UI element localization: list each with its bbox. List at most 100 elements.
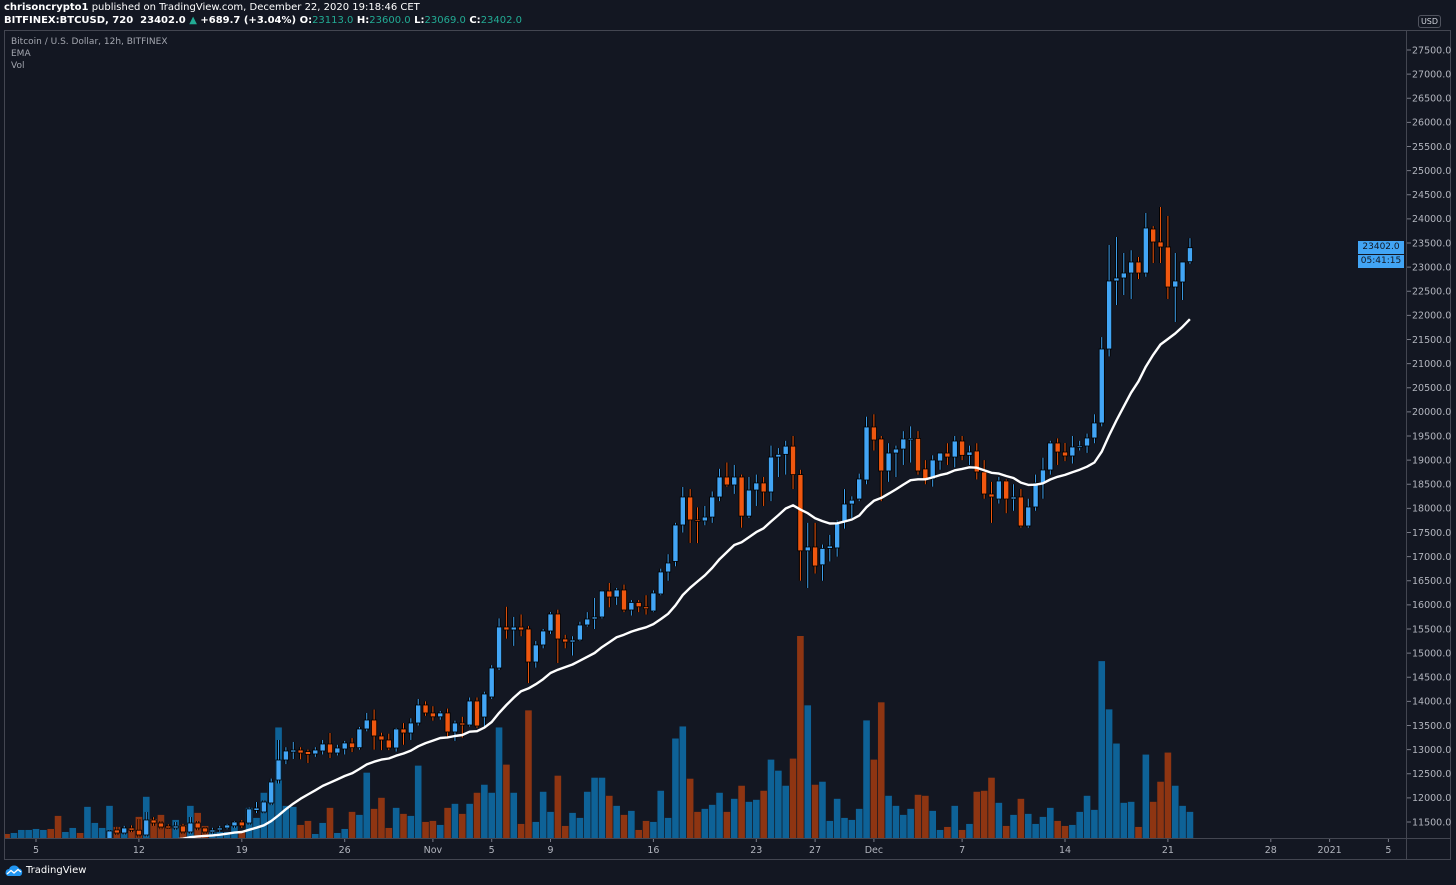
- candle[interactable]: [128, 825, 135, 833]
- candle[interactable]: [995, 477, 1002, 504]
- candle[interactable]: [819, 544, 826, 581]
- candle[interactable]: [701, 505, 708, 526]
- candle[interactable]: [525, 626, 532, 684]
- candle[interactable]: [1017, 489, 1024, 528]
- candle[interactable]: [1069, 436, 1076, 464]
- legend-title[interactable]: Bitcoin / U.S. Dollar, 12h, BITFINEX: [11, 37, 168, 47]
- candle[interactable]: [1164, 215, 1171, 299]
- candle[interactable]: [775, 448, 782, 478]
- candle[interactable]: [687, 489, 694, 543]
- candle[interactable]: [709, 491, 716, 523]
- candle[interactable]: [341, 740, 348, 755]
- candle[interactable]: [349, 738, 356, 753]
- candle[interactable]: [679, 487, 686, 533]
- candle[interactable]: [238, 820, 245, 828]
- candle[interactable]: [900, 431, 907, 465]
- candle[interactable]: [584, 612, 591, 627]
- candle[interactable]: [657, 568, 664, 596]
- candle[interactable]: [870, 414, 877, 451]
- candle[interactable]: [944, 443, 951, 465]
- candle[interactable]: [797, 469, 804, 581]
- candle[interactable]: [1098, 337, 1105, 427]
- candle[interactable]: [1010, 484, 1017, 511]
- candle[interactable]: [231, 821, 238, 828]
- candle[interactable]: [216, 825, 223, 832]
- candle[interactable]: [915, 431, 922, 475]
- candle[interactable]: [510, 616, 517, 646]
- candle[interactable]: [209, 827, 216, 834]
- candle[interactable]: [1047, 440, 1054, 475]
- candle[interactable]: [973, 443, 980, 480]
- candle[interactable]: [848, 496, 855, 519]
- candle[interactable]: [591, 598, 598, 629]
- candle[interactable]: [150, 817, 157, 826]
- candle[interactable]: [547, 612, 554, 634]
- candle[interactable]: [106, 830, 113, 841]
- candle[interactable]: [488, 665, 495, 699]
- candle[interactable]: [643, 595, 650, 615]
- candle[interactable]: [635, 600, 642, 613]
- candle[interactable]: [179, 823, 186, 835]
- candle[interactable]: [753, 474, 760, 506]
- candle[interactable]: [393, 727, 400, 752]
- candle[interactable]: [1113, 237, 1120, 306]
- candle[interactable]: [172, 822, 179, 830]
- candle[interactable]: [562, 634, 569, 649]
- candle[interactable]: [518, 614, 525, 637]
- candle[interactable]: [856, 473, 863, 502]
- candle[interactable]: [253, 801, 260, 813]
- candle[interactable]: [621, 584, 628, 613]
- candle[interactable]: [672, 522, 679, 567]
- candle[interactable]: [1062, 442, 1069, 462]
- candle[interactable]: [246, 807, 253, 825]
- candle[interactable]: [304, 749, 311, 763]
- currency-badge[interactable]: USD: [1418, 15, 1441, 28]
- candle[interactable]: [481, 691, 488, 728]
- candle[interactable]: [650, 590, 657, 613]
- candle[interactable]: [532, 641, 539, 668]
- candle[interactable]: [312, 747, 319, 757]
- candle[interactable]: [576, 621, 583, 642]
- candle[interactable]: [760, 477, 767, 506]
- candle[interactable]: [400, 723, 407, 745]
- candle[interactable]: [319, 739, 326, 755]
- candle[interactable]: [1157, 207, 1164, 264]
- candle[interactable]: [202, 826, 209, 835]
- candle[interactable]: [694, 507, 701, 544]
- candle[interactable]: [716, 468, 723, 502]
- candle[interactable]: [378, 732, 385, 751]
- candle[interactable]: [260, 800, 267, 814]
- candle[interactable]: [598, 590, 605, 619]
- candle[interactable]: [768, 445, 775, 502]
- candle[interactable]: [790, 436, 797, 490]
- candle[interactable]: [268, 778, 275, 806]
- candle[interactable]: [473, 697, 480, 728]
- price-axis[interactable]: 11500.0 12000.0 12500.0 13000.0 13500.0 14000…: [1407, 45, 1451, 828]
- candle[interactable]: [496, 618, 503, 671]
- candle[interactable]: [1179, 261, 1186, 300]
- candle[interactable]: [1091, 414, 1098, 444]
- candle[interactable]: [826, 534, 833, 562]
- candle[interactable]: [613, 587, 620, 605]
- candle[interactable]: [466, 697, 473, 727]
- candle[interactable]: [569, 636, 576, 656]
- candle[interactable]: [113, 826, 120, 836]
- candle[interactable]: [194, 821, 201, 831]
- candle[interactable]: [738, 474, 745, 528]
- candle[interactable]: [157, 821, 164, 830]
- candle[interactable]: [1084, 433, 1091, 453]
- candle[interactable]: [290, 741, 297, 759]
- candle[interactable]: [334, 744, 341, 756]
- candle[interactable]: [745, 477, 752, 519]
- candle[interactable]: [326, 732, 333, 758]
- candle[interactable]: [187, 816, 194, 834]
- time-axis[interactable]: 5 12 19 26 Nov 5 9 16 23 27 Dec 7 14 21 28 2021 5: [33, 839, 1391, 856]
- candle[interactable]: [929, 455, 936, 487]
- candle[interactable]: [988, 481, 995, 523]
- candle[interactable]: [1186, 238, 1193, 264]
- candle[interactable]: [959, 436, 966, 461]
- candle[interactable]: [723, 462, 730, 487]
- candle[interactable]: [1032, 474, 1039, 511]
- candle[interactable]: [1142, 212, 1149, 277]
